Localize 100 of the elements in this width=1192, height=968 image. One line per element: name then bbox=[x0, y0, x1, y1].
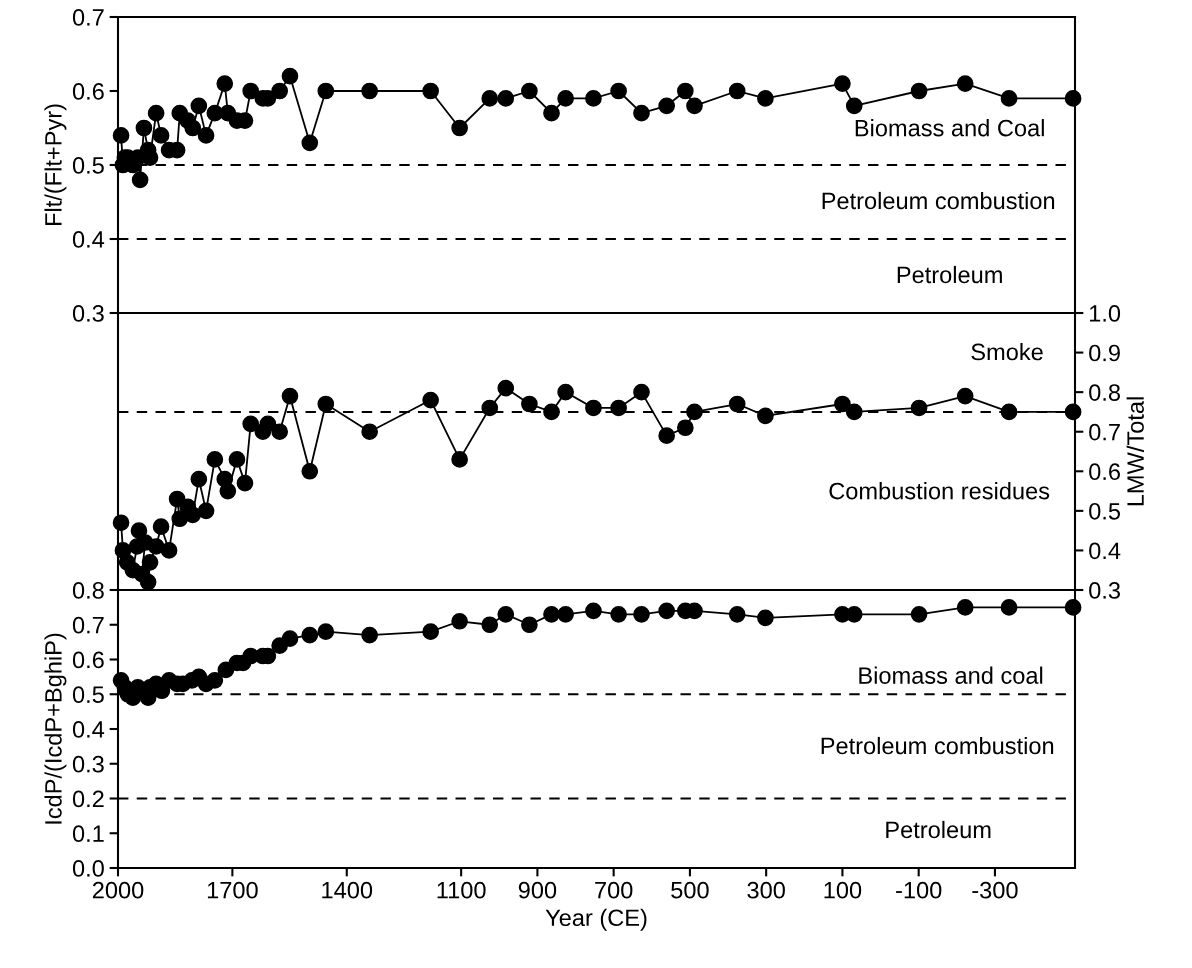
point bbox=[728, 605, 746, 623]
point bbox=[834, 75, 851, 92]
point bbox=[677, 82, 694, 100]
point bbox=[910, 605, 928, 623]
x-tick-label: 1100 bbox=[437, 881, 486, 899]
point bbox=[728, 82, 746, 100]
annotation: Combustion residues bbox=[829, 482, 1050, 500]
point bbox=[422, 82, 439, 100]
point bbox=[658, 602, 675, 620]
point bbox=[236, 474, 254, 492]
point bbox=[242, 82, 260, 100]
point bbox=[521, 395, 538, 413]
point bbox=[757, 609, 774, 627]
x-tick-label: 100 bbox=[824, 881, 862, 899]
y-tick-label: 0.5 bbox=[72, 686, 104, 704]
point bbox=[135, 119, 153, 137]
point bbox=[658, 427, 675, 445]
point bbox=[228, 451, 246, 468]
point bbox=[152, 127, 170, 144]
annotation: Petroleum combustion bbox=[821, 736, 1054, 755]
y-axis-title: Flt/(Flt+Pyr) bbox=[44, 104, 67, 226]
point bbox=[543, 605, 560, 623]
y-tick-label: 0.8 bbox=[72, 582, 104, 599]
point bbox=[834, 395, 851, 413]
point bbox=[557, 90, 574, 107]
point bbox=[557, 383, 574, 401]
point bbox=[845, 97, 863, 115]
point bbox=[112, 514, 130, 532]
x-tick-label: -300 bbox=[972, 881, 1018, 899]
point bbox=[451, 612, 468, 630]
y-tick-label: 0.6 bbox=[72, 651, 104, 669]
y-tick-label: 0.3 bbox=[72, 305, 104, 322]
y-tick-label: 0.0 bbox=[72, 860, 104, 877]
point bbox=[281, 630, 299, 647]
point bbox=[361, 423, 378, 441]
point bbox=[633, 383, 650, 401]
point bbox=[281, 67, 299, 85]
point bbox=[757, 90, 774, 107]
annotation: Biomass and Coal bbox=[855, 119, 1044, 137]
point bbox=[757, 407, 774, 425]
x-tick-label: 700 bbox=[595, 881, 633, 899]
y-tick-label: 0.5 bbox=[72, 157, 104, 174]
x-tick-label: 500 bbox=[671, 881, 709, 899]
point bbox=[361, 626, 378, 644]
x-axis-title: Year (CE) bbox=[545, 908, 647, 931]
y-tick-label: 0.7 bbox=[72, 9, 104, 26]
y-axis-title: IcdP/(IcdP+BghiP) bbox=[44, 633, 67, 824]
point bbox=[1000, 403, 1018, 421]
y-tick-label: 0.2 bbox=[72, 790, 104, 808]
point bbox=[190, 97, 208, 115]
point bbox=[281, 387, 299, 405]
annotation: Petroleum bbox=[897, 265, 1002, 284]
point bbox=[197, 127, 215, 144]
point bbox=[259, 415, 277, 433]
x-tick-label: -100 bbox=[896, 881, 942, 899]
point bbox=[451, 119, 468, 137]
y-tick-label: 0.4 bbox=[72, 721, 105, 738]
y-tick-label: 0.1 bbox=[72, 825, 104, 843]
point bbox=[422, 391, 439, 409]
point bbox=[216, 75, 234, 92]
point bbox=[557, 605, 574, 623]
point bbox=[686, 97, 703, 115]
y-tick-label: 0.4 bbox=[72, 231, 105, 248]
point bbox=[686, 403, 703, 421]
annotation: Petroleum combustion bbox=[822, 191, 1055, 210]
point bbox=[910, 82, 928, 100]
point bbox=[1064, 599, 1082, 616]
point bbox=[206, 672, 224, 689]
point bbox=[1064, 403, 1082, 421]
point bbox=[610, 82, 627, 100]
y2-axis-title: LMW/Total bbox=[1126, 397, 1144, 506]
point bbox=[317, 82, 335, 100]
point bbox=[451, 451, 468, 468]
point bbox=[481, 616, 499, 634]
y-tick-label: 0.7 bbox=[72, 616, 104, 634]
point bbox=[543, 104, 560, 122]
point bbox=[610, 399, 627, 417]
point bbox=[152, 518, 170, 536]
point bbox=[910, 399, 928, 417]
point bbox=[160, 542, 178, 559]
point bbox=[633, 104, 650, 122]
point bbox=[956, 75, 974, 92]
point bbox=[585, 90, 602, 107]
point bbox=[1000, 599, 1018, 616]
point bbox=[497, 379, 515, 397]
point bbox=[301, 134, 319, 152]
point bbox=[361, 82, 378, 100]
point bbox=[658, 97, 675, 115]
point bbox=[422, 623, 439, 641]
point bbox=[481, 399, 499, 417]
annotation: Biomass and coal bbox=[859, 666, 1043, 684]
point bbox=[112, 127, 130, 144]
point bbox=[197, 502, 215, 520]
x-tick-label: 2000 bbox=[92, 881, 144, 899]
point bbox=[141, 553, 159, 571]
x-tick-label: 300 bbox=[747, 881, 785, 899]
y-tick-label: 0.3 bbox=[72, 755, 104, 773]
point bbox=[1064, 90, 1082, 107]
point bbox=[131, 171, 149, 189]
y2-tick-label: 0.4 bbox=[1089, 542, 1121, 560]
